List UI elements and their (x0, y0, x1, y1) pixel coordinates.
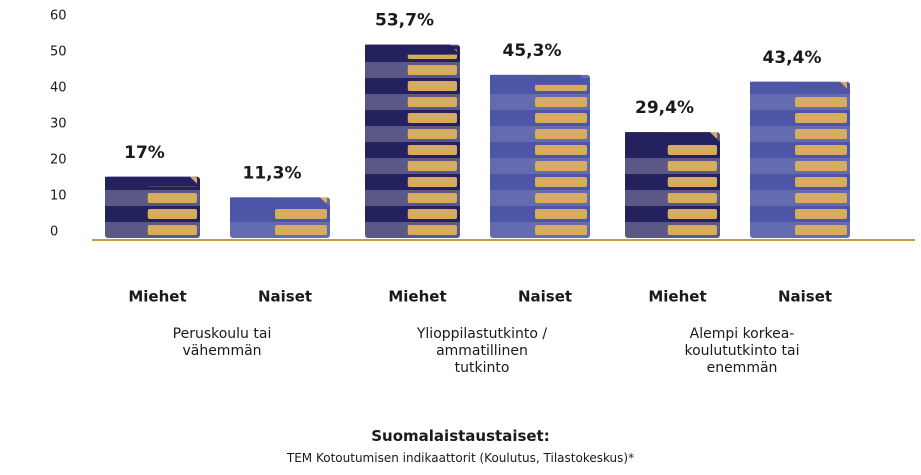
category-label: Alempi korkea-koulututkinto tai enemmän (684, 326, 800, 376)
bar (230, 197, 330, 238)
value-label: 43,4% (763, 48, 822, 68)
y-tick-label: 50 (50, 45, 67, 60)
bar (490, 74, 590, 238)
series-name: Naiset (778, 288, 832, 306)
bar (105, 176, 200, 238)
series-name: Miehet (128, 288, 186, 306)
y-tick-label: 60 (50, 9, 67, 24)
value-label: 53,7% (375, 11, 434, 31)
book-cover (365, 44, 460, 55)
value-label: 17% (124, 143, 165, 163)
y-tick-label: 40 (50, 81, 67, 96)
book-cover (490, 74, 590, 85)
value-label: 45,3% (503, 41, 562, 61)
book-cover (625, 132, 720, 143)
value-label: 11,3% (243, 163, 302, 183)
source: TEM Kotoutumisen indikaattorit (Koulutus… (286, 451, 635, 465)
series-name: Miehet (648, 288, 706, 306)
bar (750, 81, 850, 238)
series-name: Naiset (258, 288, 312, 306)
bar (365, 44, 460, 239)
footer-title: Suomalaistaustaiset: (371, 427, 550, 445)
y-tick-label: 10 (50, 189, 67, 204)
book-cover (105, 176, 200, 187)
category-label: Ylioppilastutkinto / ammatillinen tutkin… (416, 326, 548, 376)
series-name: Naiset (518, 288, 572, 306)
bar (625, 132, 720, 238)
category-label: Peruskoulu tai vähemmän (172, 326, 272, 359)
series-name: Miehet (388, 288, 446, 306)
value-label: 29,4% (635, 98, 694, 118)
y-tick-label: 20 (50, 153, 67, 168)
book-cover (230, 197, 330, 208)
y-tick-label: 30 (50, 117, 67, 132)
book-cover (750, 81, 850, 92)
y-tick-label: 0 (50, 225, 58, 240)
